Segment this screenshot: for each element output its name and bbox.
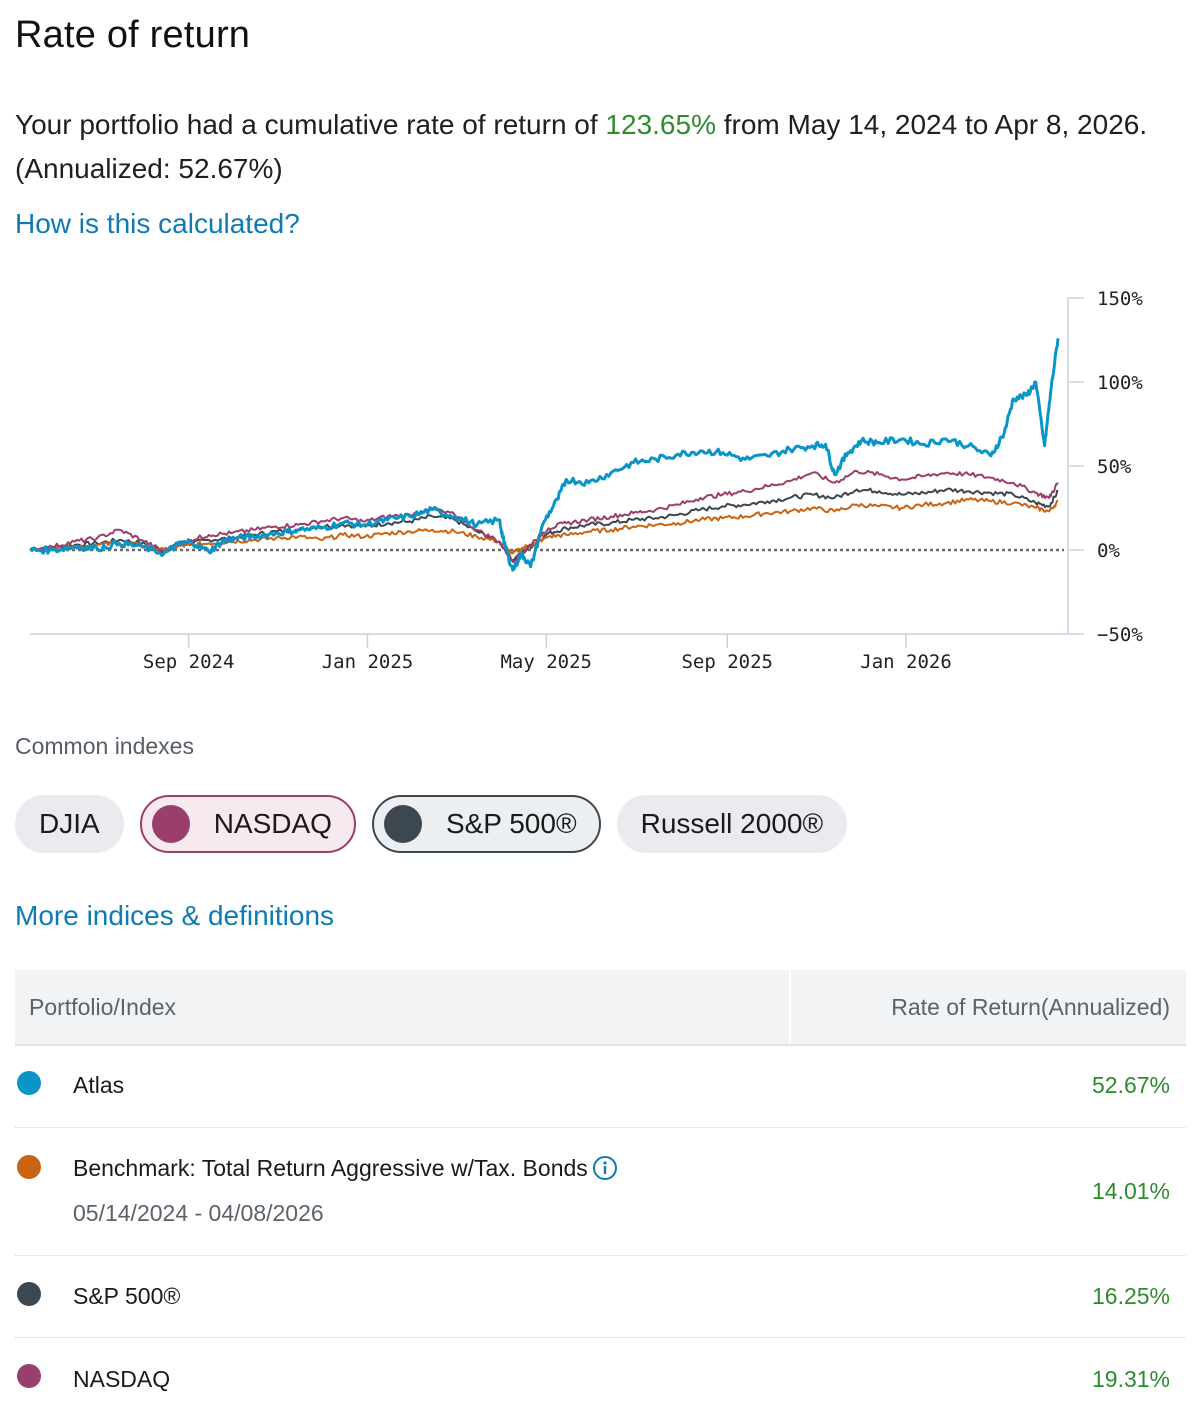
chip-nasdaq-label: NASDAQ: [213, 808, 332, 839]
benchmark-name: Benchmark: Total Return Aggressive w/Tax…: [73, 1155, 588, 1181]
x-tick-label: Sep 2025: [681, 651, 773, 673]
series-line-atlas: [29, 338, 1060, 572]
index-chip-group: DJIA NASDAQ S&P 500® Russell 2000®: [15, 795, 848, 853]
x-tick-label: May 2025: [500, 651, 592, 673]
returns-table: Portfolio/Index Rate of Return(Annualize…: [15, 970, 1186, 1414]
y-tick-label: −50%: [1097, 624, 1143, 646]
chip-nasdaq[interactable]: NASDAQ: [139, 795, 356, 853]
chip-russell-label: Russell 2000®: [640, 808, 824, 839]
nasdaq-color-dot: [151, 805, 190, 843]
chart-axes: 150% 100% 50% 0% −50% Sep 2024 Jan 2025 May 202…: [30, 288, 1143, 673]
more-indices-link[interactable]: More indices & definitions: [15, 900, 335, 931]
return-summary: Your portfolio had a cumulative rate of …: [15, 103, 1175, 191]
nasdaq-row-dot: [17, 1364, 41, 1388]
y-tick-label: 100%: [1097, 372, 1143, 394]
table-row: S&P 500® 16.25%: [15, 1256, 1186, 1338]
benchmark-date-range: 05/14/2024 - 04/08/2026: [73, 1200, 324, 1226]
chip-russell-2000[interactable]: Russell 2000®: [616, 795, 848, 853]
y-tick-label: 50%: [1097, 456, 1132, 478]
row-value: 16.25%: [1091, 1283, 1170, 1309]
header-portfolio-index[interactable]: Portfolio/Index: [15, 970, 791, 1044]
sp500-row-dot: [17, 1282, 41, 1306]
row-value: 52.67%: [1091, 1072, 1170, 1098]
common-indexes-label: Common indexes: [15, 733, 194, 759]
series-line-nasdaq: [29, 469, 1059, 564]
return-chart: 150% 100% 50% 0% −50% Sep 2024 Jan 2025 May 202…: [29, 288, 1143, 673]
chip-sp500[interactable]: S&P 500®: [371, 795, 601, 853]
y-tick-label: 150%: [1097, 288, 1143, 310]
row-value: 14.01%: [1091, 1178, 1170, 1204]
cumulative-return-value: 123.65%: [605, 109, 716, 140]
sp500-color-dot: [383, 805, 422, 843]
benchmark-color-dot: [17, 1155, 41, 1179]
row-name: Atlas: [73, 1072, 125, 1098]
table-row: NASDAQ 19.31%: [15, 1338, 1186, 1414]
row-name: NASDAQ: [73, 1366, 171, 1392]
atlas-color-dot: [17, 1071, 41, 1095]
table-row: Benchmark: Total Return Aggressive w/Tax…: [15, 1128, 1186, 1256]
chip-sp500-label: S&P 500®: [445, 808, 577, 839]
chart-series: [29, 338, 1060, 572]
summary-prefix: Your portfolio had a cumulative rate of …: [15, 109, 606, 140]
row-name: Benchmark: Total Return Aggressive w/Tax…: [73, 1155, 618, 1182]
y-tick-label: 0%: [1097, 540, 1120, 562]
page-title: Rate of return: [15, 14, 251, 56]
table-row: Atlas 52.67%: [15, 1046, 1186, 1128]
series-line-benchmark: [29, 497, 1059, 555]
summary-suffix: from May 14, 2024 to Apr 8, 2026. (Annua…: [15, 109, 1148, 184]
x-tick-label: Jan 2026: [860, 651, 952, 673]
x-tick-label: Sep 2024: [143, 651, 235, 673]
info-icon[interactable]: [592, 1155, 618, 1181]
chip-djia-label: DJIA: [39, 808, 100, 839]
table-header: Portfolio/Index Rate of Return(Annualize…: [15, 970, 1186, 1046]
how-calculated-link[interactable]: How is this calculated?: [15, 208, 300, 239]
x-tick-label: Jan 2025: [322, 651, 414, 673]
row-value: 19.31%: [1091, 1366, 1170, 1392]
chip-djia[interactable]: DJIA: [15, 795, 124, 853]
header-rate-of-return[interactable]: Rate of Return(Annualized): [891, 993, 1170, 1020]
row-name: S&P 500®: [73, 1283, 181, 1309]
